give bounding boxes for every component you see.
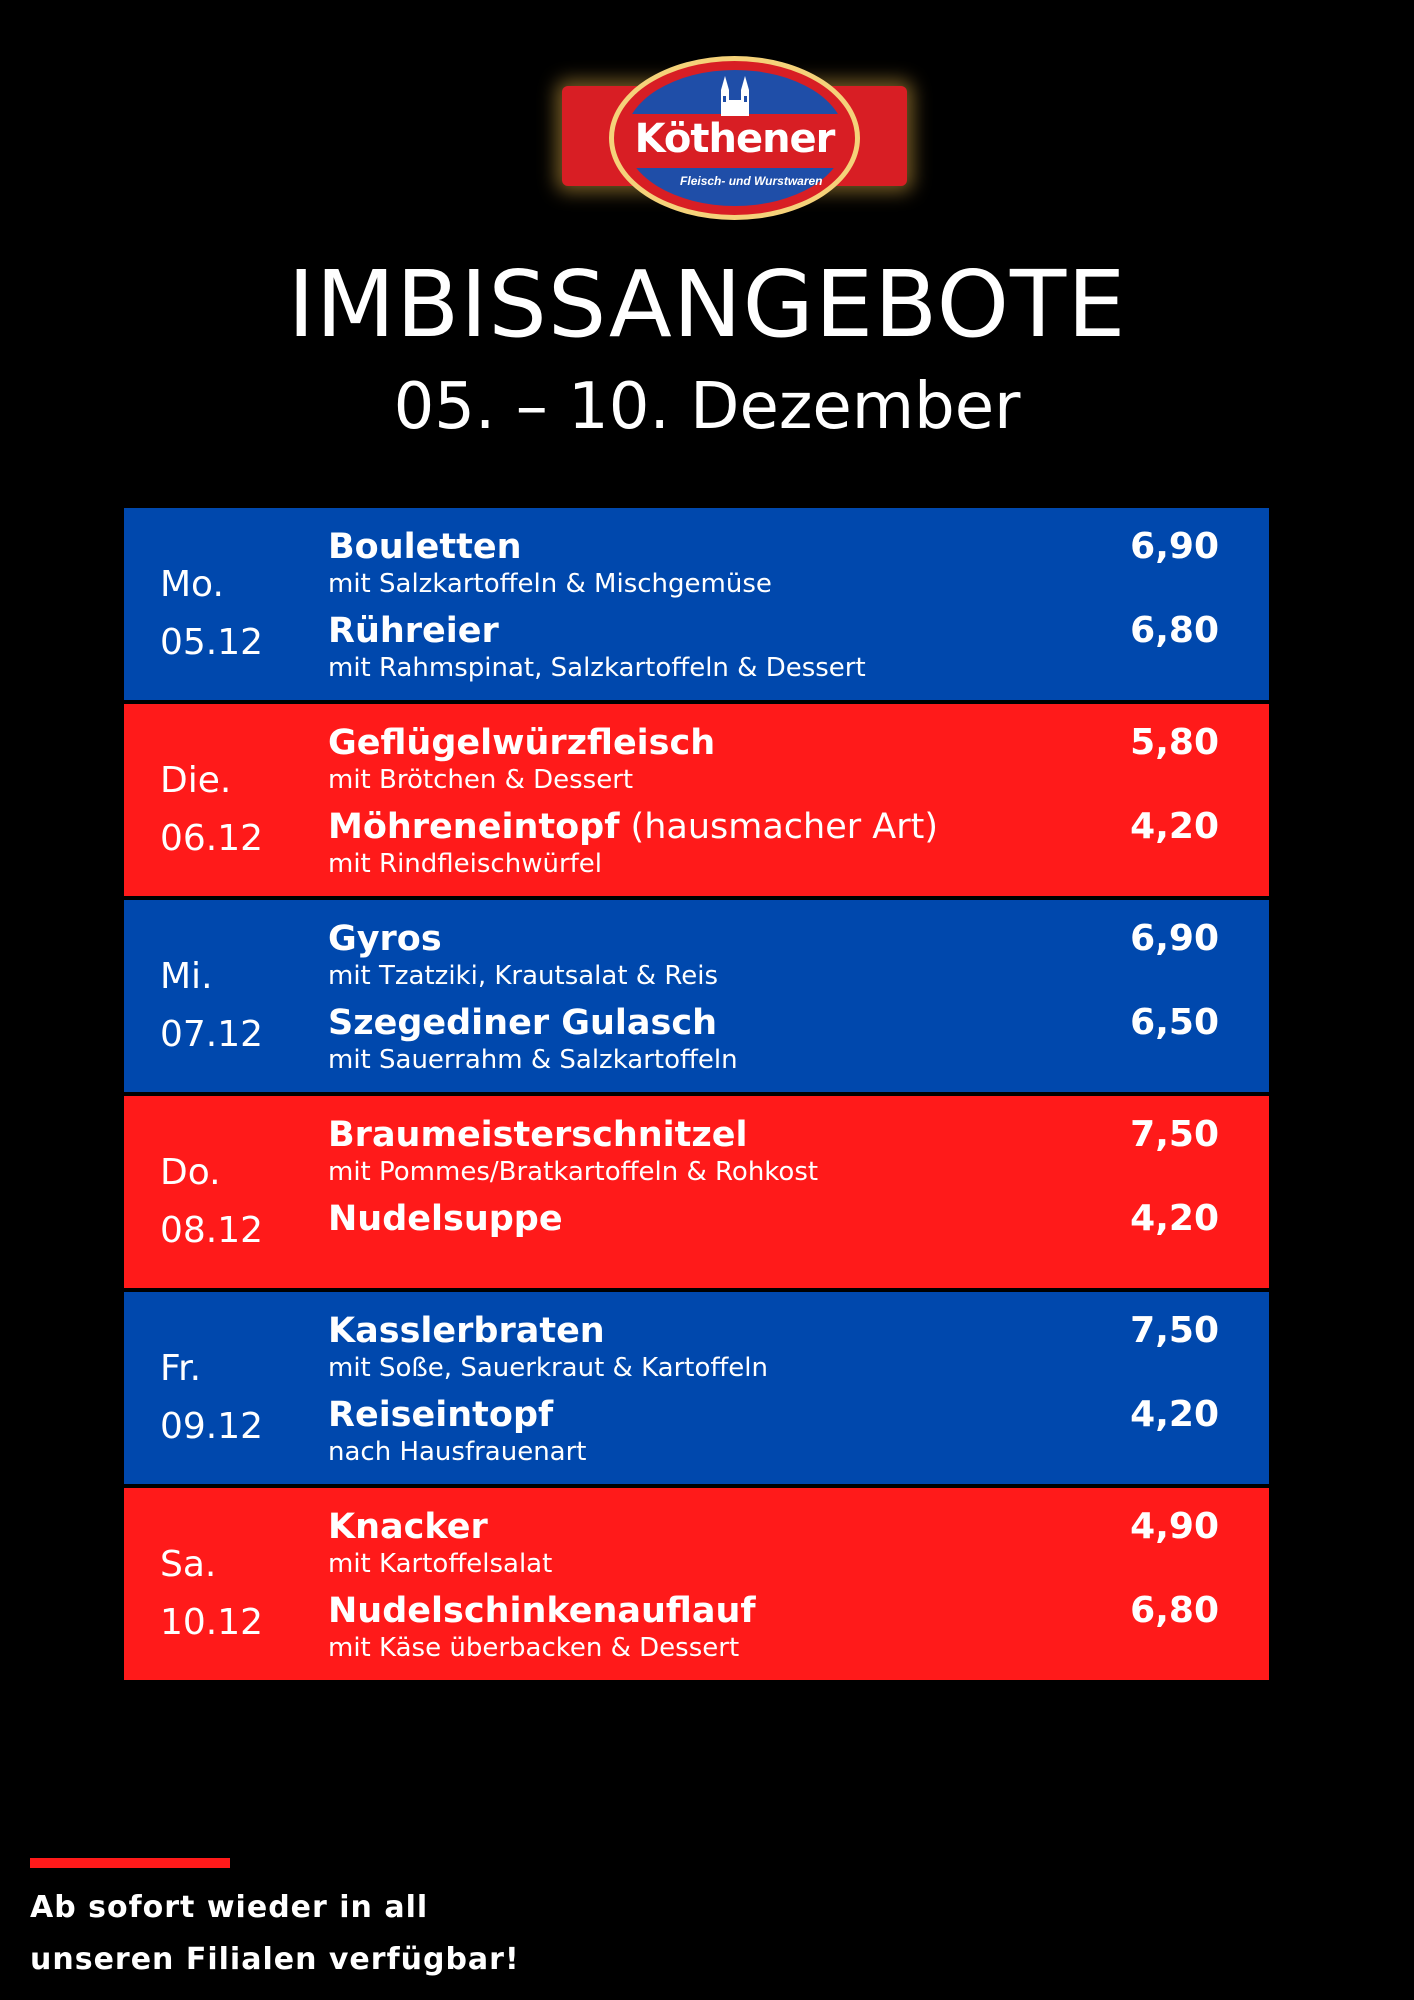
menu-item-title: Nudelschinkenauflauf <box>328 1591 756 1631</box>
menu-item-name: Nudelsuppe <box>328 1198 1219 1240</box>
menu-item: Kasslerbraten mit Soße, Sauerkraut & Kart… <box>328 1310 1219 1384</box>
day-row: Do. 08.12 Braumeisterschnitzel mit Pommes/B… <box>124 1096 1269 1288</box>
day-name: Sa. <box>160 1544 217 1585</box>
menu-item: Nudelsuppe 4,20 <box>328 1198 1219 1240</box>
day-date: 07.12 <box>160 1014 264 1055</box>
menu-item-name: Kasslerbraten <box>328 1310 1219 1352</box>
menu-item-name: Bouletten <box>328 526 1219 568</box>
menu-item-name: Reiseintopf <box>328 1394 1219 1436</box>
day-label: Mo. 05.12 <box>160 556 263 672</box>
menu-item-title: Szegediner Gulasch <box>328 1003 718 1043</box>
date-range: 05. – 10. Dezember <box>393 370 1021 444</box>
menu-item-name: Gyros <box>328 918 1219 960</box>
menu-item: Nudelschinkenauflauf mit Käse überbacken … <box>328 1590 1219 1664</box>
menu-item: Braumeisterschnitzel mit Pommes/Bratkarto… <box>328 1114 1219 1188</box>
logo-brand: Köthener <box>634 116 836 162</box>
menu-item-title: Braumeisterschnitzel <box>328 1115 748 1155</box>
menu-item-description: mit Salzkartoffeln & Mischgemüse <box>328 569 772 599</box>
menu-item-title: Gyros <box>328 919 442 959</box>
menu-item-title: Knacker <box>328 1507 488 1547</box>
menu-item-name: Nudelschinkenauflauf <box>328 1590 1219 1632</box>
menu-item-name: Knacker <box>328 1506 1219 1548</box>
menu-item-name: Rühreier <box>328 610 1219 652</box>
menu-item-price: 4,20 <box>1130 806 1219 847</box>
menu-item: Gyros mit Tzatziki, Krautsalat & Reis 6,90 <box>328 918 1219 992</box>
day-row: Die. 06.12 Geflügelwürzfleisch mit Brötchen… <box>124 704 1269 896</box>
menu-item-title: Geflügelwürzfleisch <box>328 723 716 763</box>
day-date: 05.12 <box>160 622 264 663</box>
menu-item: Szegediner Gulasch mit Sauerrahm & Salzka… <box>328 1002 1219 1076</box>
menu-item-title: Kasslerbraten <box>328 1311 605 1351</box>
menu-item-price: 6,50 <box>1130 1002 1219 1043</box>
day-label: Sa. 10.12 <box>160 1536 263 1652</box>
day-label: Fr. 09.12 <box>160 1340 263 1456</box>
menu-item-title: Reiseintopf <box>328 1395 554 1435</box>
menu-item-price: 6,80 <box>1130 1590 1219 1631</box>
logo-oval: Köthener Fleisch- und Wurstwaren <box>609 56 860 220</box>
menu-item-note: (hausmacher Art) <box>619 807 938 847</box>
day-date: 08.12 <box>160 1210 264 1251</box>
day-date: 09.12 <box>160 1406 264 1447</box>
menu-item-name: Szegediner Gulasch <box>328 1002 1219 1044</box>
menu-item: Rühreier mit Rahmspinat, Salzkartoffeln &… <box>328 610 1219 684</box>
menu-item-price: 7,50 <box>1130 1310 1219 1351</box>
footer-line-1: Ab sofort wieder in all <box>30 1890 429 1925</box>
menu-item-title: Bouletten <box>328 527 522 567</box>
menu-item-description: nach Hausfrauenart <box>328 1437 587 1467</box>
menu-item-price: 7,50 <box>1130 1114 1219 1155</box>
menu-item-price: 6,90 <box>1130 918 1219 959</box>
menu-item-description: mit Soße, Sauerkraut & Kartoffeln <box>328 1353 769 1383</box>
day-label: Mi. 07.12 <box>160 948 263 1064</box>
menu-item-title: Möhreneintopf <box>328 807 620 847</box>
menu-item: Möhreneintopf (hausmacher Art) mit Rindfl… <box>328 806 1219 880</box>
day-date: 06.12 <box>160 818 264 859</box>
footer-line-2: unseren Filialen verfügbar! <box>30 1942 520 1977</box>
church-icon <box>720 76 749 116</box>
day-row: Fr. 09.12 Kasslerbraten mit Soße, Sauerkrau… <box>124 1292 1269 1484</box>
menu-item-description: mit Käse überbacken & Dessert <box>328 1633 740 1663</box>
menu-item-price: 6,90 <box>1130 526 1219 567</box>
menu-item-description: mit Pommes/Bratkartoffeln & Rohkost <box>328 1157 819 1187</box>
day-label: Die. 06.12 <box>160 752 263 868</box>
menu-table: Mo. 05.12 Bouletten mit Salzkartoffeln & Mi… <box>124 508 1269 1684</box>
menu-item-title: Rühreier <box>328 611 499 651</box>
logo-tagline: Fleisch- und Wurstwaren <box>680 174 823 188</box>
menu-item-name: Geflügelwürzfleisch <box>328 722 1219 764</box>
logo-band <box>624 114 845 168</box>
footer-accent-bar <box>30 1858 230 1868</box>
menu-item-price: 5,80 <box>1130 722 1219 763</box>
menu-item-description: mit Kartoffelsalat <box>328 1549 553 1579</box>
menu-item: Bouletten mit Salzkartoffeln & Mischgemüs… <box>328 526 1219 600</box>
menu-item-name: Braumeisterschnitzel <box>328 1114 1219 1156</box>
logo-inner: Köthener Fleisch- und Wurstwaren <box>624 70 845 206</box>
day-name: Do. <box>160 1152 221 1193</box>
menu-item-description: mit Brötchen & Dessert <box>328 765 634 795</box>
menu-item-price: 4,20 <box>1130 1198 1219 1239</box>
menu-item-price: 4,90 <box>1130 1506 1219 1547</box>
menu-item-title: Nudelsuppe <box>328 1199 563 1239</box>
menu-item-description: mit Rindfleischwürfel <box>328 849 603 879</box>
page-title: IMBISSANGEBOTE <box>287 251 1127 358</box>
day-name: Fr. <box>160 1348 202 1389</box>
menu-item-price: 6,80 <box>1130 610 1219 651</box>
day-label: Do. 08.12 <box>160 1144 263 1260</box>
menu-item-description: mit Tzatziki, Krautsalat & Reis <box>328 961 718 991</box>
menu-item: Geflügelwürzfleisch mit Brötchen & Desser… <box>328 722 1219 796</box>
menu-item-price: 4,20 <box>1130 1394 1219 1435</box>
menu-item: Knacker mit Kartoffelsalat 4,90 <box>328 1506 1219 1580</box>
menu-item-description: mit Rahmspinat, Salzkartoffeln & Dessert <box>328 653 866 683</box>
footer-notice: Ab sofort wieder in all unseren Filialen… <box>30 1882 520 1986</box>
day-date: 10.12 <box>160 1602 264 1643</box>
menu-item-description: mit Sauerrahm & Salzkartoffeln <box>328 1045 738 1075</box>
day-name: Mi. <box>160 956 213 997</box>
day-name: Die. <box>160 760 232 801</box>
day-row: Mi. 07.12 Gyros mit Tzatziki, Krautsalat & … <box>124 900 1269 1092</box>
day-row: Sa. 10.12 Knacker mit Kartoffelsalat 4,90 Nud… <box>124 1488 1269 1680</box>
day-name: Mo. <box>160 564 224 605</box>
day-row: Mo. 05.12 Bouletten mit Salzkartoffeln & Mi… <box>124 508 1269 700</box>
menu-item-name: Möhreneintopf (hausmacher Art) <box>328 806 1219 848</box>
koethener-logo: Köthener Fleisch- und Wurstwaren <box>562 48 907 228</box>
menu-item: Reiseintopf nach Hausfrauenart 4,20 <box>328 1394 1219 1468</box>
